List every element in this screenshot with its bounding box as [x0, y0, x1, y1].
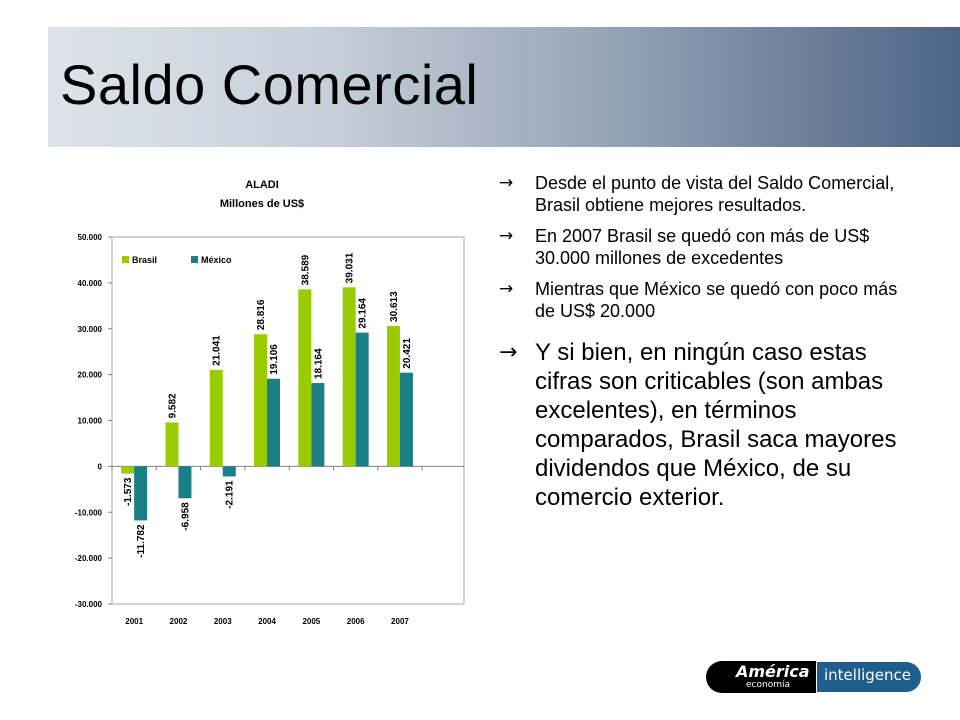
logo-brand-block — [706, 661, 824, 693]
legend-swatch — [191, 256, 198, 263]
bar-mexico — [355, 332, 369, 467]
y-tick-label: -30.000 — [75, 600, 103, 609]
y-tick-label: -10.000 — [75, 508, 103, 517]
chart-title: ALADI — [245, 179, 279, 191]
bullet-text: En 2007 Brasil se quedó con más de US$ 3… — [535, 226, 870, 268]
data-label: -1.573 — [123, 477, 134, 506]
data-label: 21.041 — [212, 335, 223, 366]
bar-mexico — [222, 466, 236, 477]
data-label: 38.589 — [300, 254, 311, 285]
bullet-text: Y si bien, en ningún caso estas cifras s… — [535, 339, 897, 511]
chart-subtitle: Millones de US$ — [220, 198, 304, 210]
logo-brand: América — [736, 662, 810, 681]
logo-tag-block — [816, 661, 922, 693]
y-tick-label: 20.000 — [78, 371, 103, 380]
y-tick-label: 40.000 — [78, 279, 103, 288]
bar-mexico — [267, 378, 281, 467]
legend-label: México — [201, 255, 232, 265]
bullet-item: → En 2007 Brasil se quedó con más de US$… — [495, 225, 900, 269]
y-tick-label: -20.000 — [75, 554, 103, 563]
data-label: 9.582 — [167, 393, 178, 418]
bar-mexico — [399, 372, 413, 467]
bar-brasil — [298, 289, 312, 467]
bar-mexico — [134, 466, 148, 521]
data-label: -6.958 — [180, 502, 191, 531]
x-tick-label: 2004 — [258, 617, 276, 626]
data-label: 39.031 — [345, 252, 356, 283]
x-tick-label: 2003 — [214, 617, 232, 626]
x-tick-label: 2006 — [347, 617, 365, 626]
logo-tag: intelligence — [824, 666, 912, 684]
bullet-list: → Desde el punto de vista del Saldo Come… — [495, 172, 900, 512]
data-label: 28.816 — [256, 299, 267, 330]
y-tick-label: 10.000 — [78, 417, 103, 426]
y-tick-label: 30.000 — [78, 325, 103, 334]
bar-brasil — [342, 287, 356, 467]
slide-title: Saldo Comercial — [60, 53, 479, 116]
data-label: 18.164 — [313, 348, 324, 379]
bar-mexico — [178, 466, 192, 499]
arrow-right-icon: → — [499, 279, 514, 299]
arrow-right-icon: → — [499, 226, 514, 246]
data-label: -2.191 — [225, 480, 236, 509]
bar-brasil — [121, 466, 135, 474]
bullet-item: → Desde el punto de vista del Saldo Come… — [495, 172, 900, 216]
x-tick-label: 2007 — [391, 617, 409, 626]
data-label: -11.782 — [136, 524, 147, 558]
logo-brand-sub: economía — [746, 680, 790, 690]
title-band — [48, 27, 960, 147]
data-label: 19.106 — [269, 344, 280, 375]
bullet-text: Desde el punto de vista del Saldo Comerc… — [535, 173, 895, 215]
data-label: 30.613 — [389, 291, 400, 322]
y-tick-label: 50.000 — [78, 233, 103, 242]
bar-mexico — [311, 383, 325, 467]
arrow-right-icon: → — [499, 173, 514, 193]
legend-label: Brasil — [132, 255, 157, 265]
bar-brasil — [209, 369, 223, 467]
bar-brasil — [165, 422, 179, 467]
x-tick-label: 2002 — [170, 617, 188, 626]
data-label: 20.421 — [402, 338, 413, 369]
y-tick-label: 0 — [98, 462, 103, 471]
x-tick-label: 2005 — [302, 617, 320, 626]
bullet-item: → Mientras que México se quedó con poco … — [495, 278, 900, 322]
x-tick-label: 2001 — [125, 617, 143, 626]
bar-brasil — [254, 334, 268, 467]
bullet-text: Mientras que México se quedó con poco má… — [535, 279, 898, 321]
bar-brasil — [386, 325, 400, 467]
data-label: 29.164 — [358, 298, 369, 329]
arrow-right-icon: → — [499, 340, 518, 365]
legend-swatch — [122, 256, 129, 263]
bullet-item: → Y si bien, en ningún caso estas cifras… — [495, 338, 900, 512]
